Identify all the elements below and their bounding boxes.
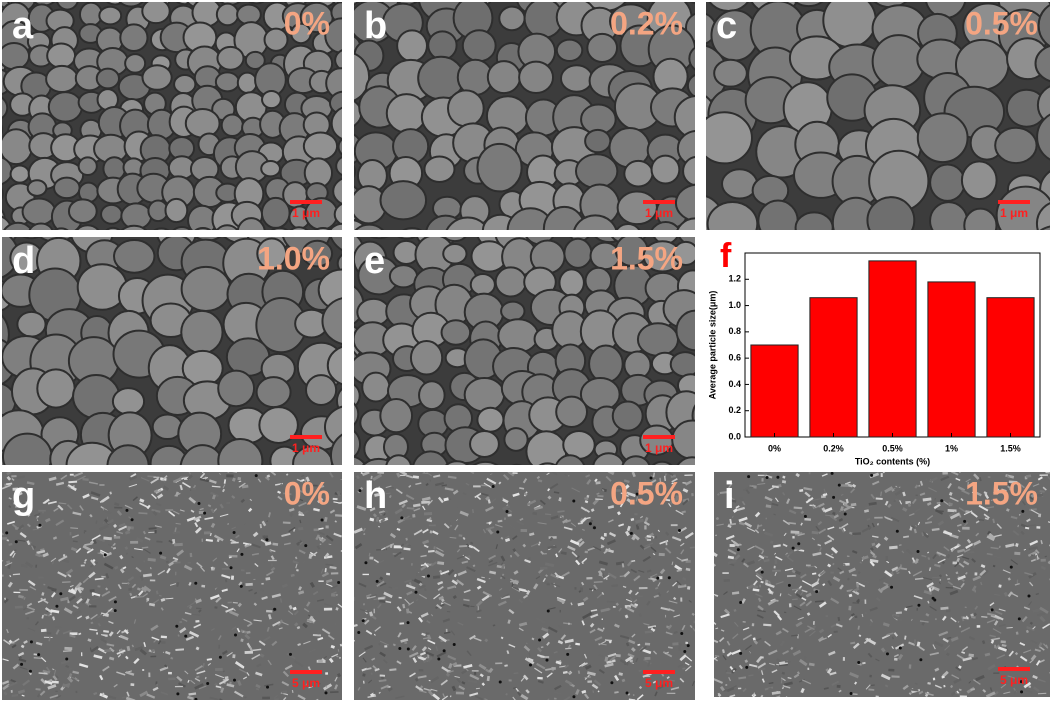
panel-label: 0% — [284, 475, 330, 511]
x-tick-label: 0.2% — [823, 443, 844, 453]
scale-bar — [290, 670, 322, 674]
panel-letter: g — [12, 475, 35, 517]
panel-letter: c — [716, 5, 737, 47]
y-tick-label: 1.2 — [728, 274, 741, 284]
panel-letter: a — [12, 5, 34, 47]
scale-bar — [643, 670, 675, 674]
scale-bar — [643, 200, 675, 204]
scale-label: 5 μm — [292, 676, 320, 690]
scale-bar — [290, 200, 322, 204]
scale-bar — [643, 435, 675, 439]
panel-label: 1.5% — [610, 240, 683, 276]
y-tick-label: 0.4 — [728, 379, 741, 389]
panel-label: 1.5% — [965, 475, 1038, 511]
y-tick-label: 0.2 — [728, 405, 741, 415]
scale-label: 1 μm — [645, 441, 673, 455]
scale-label: 5 μm — [1000, 673, 1028, 687]
scale-bar — [290, 435, 322, 439]
scale-label: 1 μm — [292, 206, 320, 220]
x-axis-label: TiO₂ contents (%) — [855, 456, 930, 466]
panel-letter: i — [724, 475, 735, 517]
panel-letter: b — [364, 5, 387, 47]
scale-bar — [998, 200, 1030, 204]
panel-letter: e — [364, 240, 385, 282]
panel-label: 0.5% — [610, 475, 683, 511]
bar — [928, 282, 975, 437]
panel-letter: h — [364, 475, 387, 517]
scale-label: 1 μm — [1000, 206, 1028, 220]
panel-letter: d — [12, 240, 35, 282]
y-axis-label: Average particle size(μm) — [707, 291, 717, 400]
panel-label: 1.0% — [257, 240, 330, 276]
bar — [869, 261, 916, 437]
panel-label: 0.5% — [965, 5, 1038, 41]
x-tick-label: 1.5% — [1000, 443, 1021, 453]
x-tick-label: 1% — [945, 443, 958, 453]
y-tick-label: 0.0 — [728, 431, 741, 441]
y-tick-label: 0.8 — [728, 326, 741, 336]
x-tick-label: 0% — [768, 443, 781, 453]
bar — [987, 298, 1034, 437]
scale-label: 1 μm — [292, 441, 320, 455]
y-tick-label: 0.6 — [728, 353, 741, 363]
panel-label: 0.2% — [610, 5, 683, 41]
scale-label: 1 μm — [645, 206, 673, 220]
x-tick-label: 0.5% — [882, 443, 903, 453]
bar — [751, 345, 798, 437]
scale-bar — [998, 667, 1030, 671]
bar — [810, 298, 857, 437]
panel-letter: f — [720, 237, 732, 275]
scale-label: 5 μm — [645, 676, 673, 690]
panel-label: 0% — [284, 5, 330, 41]
y-tick-label: 1.0 — [728, 300, 741, 310]
